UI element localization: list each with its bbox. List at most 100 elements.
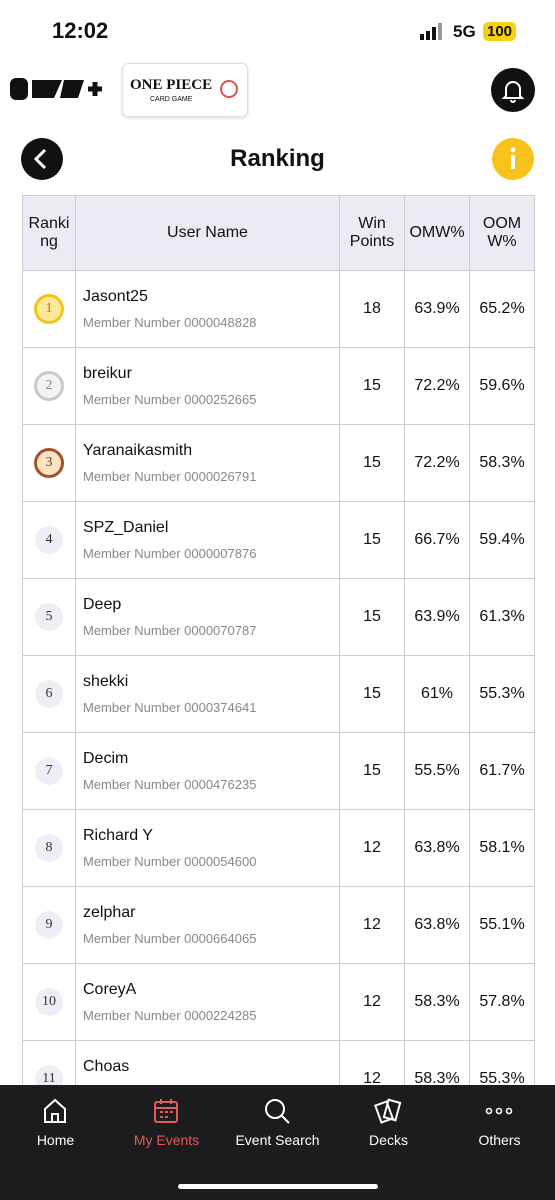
nav-icon[interactable] xyxy=(152,1097,180,1125)
oomw: 55.3% xyxy=(469,655,535,733)
bottom-nav: Home My Events Event Search Decks Others xyxy=(0,1085,555,1200)
ranking-row[interactable]: 7 Decim Member Number 0000476235 15 55.5% 61.… xyxy=(22,732,535,810)
nav-label[interactable]: Others xyxy=(478,1132,521,1148)
user-cell: SPZ_Daniel Member Number 0000007876 xyxy=(75,501,340,579)
rank-badge: 3 xyxy=(34,448,64,478)
member-number: Member Number 0000054600 xyxy=(83,854,257,869)
rank-badge: 5 xyxy=(35,603,63,631)
status-network: 5G xyxy=(453,22,476,41)
column-header: OOMW% xyxy=(469,195,535,271)
member-number: Member Number 0000374641 xyxy=(83,700,257,715)
rank-badge: 10 xyxy=(35,988,63,1016)
nav-icon[interactable] xyxy=(41,1097,69,1125)
omw: 63.9% xyxy=(404,578,470,656)
nav-label[interactable]: Event Search xyxy=(235,1132,320,1148)
user-name: zelphar xyxy=(83,904,136,921)
nav-label[interactable]: My Events xyxy=(133,1132,200,1148)
win-points: 15 xyxy=(339,732,405,810)
win-points: 18 xyxy=(339,270,405,348)
signal-icon xyxy=(420,23,442,40)
win-points: 15 xyxy=(339,347,405,425)
column-header: User Name xyxy=(75,195,340,271)
rank-cell: 10 xyxy=(22,963,76,1041)
oomw: 57.8% xyxy=(469,963,535,1041)
user-cell: Deep Member Number 0000070787 xyxy=(75,578,340,656)
oomw: 59.4% xyxy=(469,501,535,579)
rank-badge: 6 xyxy=(35,680,63,708)
rank-badge: 7 xyxy=(35,757,63,785)
ranking-row[interactable]: 8 Richard Y Member Number 0000054600 12 63.8… xyxy=(22,809,535,887)
omw: 72.2% xyxy=(404,424,470,502)
rank-cell: 9 xyxy=(22,886,76,964)
omw: 66.7% xyxy=(404,501,470,579)
user-name: Richard Y xyxy=(83,827,153,844)
omw: 61% xyxy=(404,655,470,733)
ranking-row[interactable]: 6 shekki Member Number 0000374641 15 61% 55.3… xyxy=(22,655,535,733)
column-header: OMW% xyxy=(404,195,470,271)
omw: 55.5% xyxy=(404,732,470,810)
nav-label[interactable]: Home xyxy=(36,1132,75,1148)
member-number: Member Number 0000224285 xyxy=(83,1008,257,1023)
win-points: 15 xyxy=(339,655,405,733)
status-time: 12:02 xyxy=(52,18,109,43)
ranking-table: Ranking User Name Win Points OMW% OOMW% 1 Jaso… xyxy=(22,195,535,1118)
page-title: Ranking xyxy=(230,145,325,172)
status-battery: 100 xyxy=(483,22,517,41)
home-indicator xyxy=(178,1184,378,1189)
ranking-row[interactable]: 2 breikur Member Number 0000252665 15 72.2% 5… xyxy=(22,347,535,425)
oomw: 61.7% xyxy=(469,732,535,810)
brand-box[interactable] xyxy=(122,63,248,117)
user-name: Yaranaikasmith xyxy=(83,442,193,459)
member-number: Member Number 0000007876 xyxy=(83,546,257,561)
nav-label[interactable]: Decks xyxy=(369,1132,408,1148)
oomw: 59.6% xyxy=(469,347,535,425)
win-points: 12 xyxy=(339,809,405,887)
omw: 63.8% xyxy=(404,886,470,964)
nav-icon[interactable] xyxy=(263,1097,291,1125)
ranking-row[interactable]: 9 zelphar Member Number 0000664065 12 63.8% 5… xyxy=(22,886,535,964)
user-name: Deep xyxy=(83,596,122,613)
user-name: Jasont25 xyxy=(83,288,148,305)
user-name: shekki xyxy=(83,673,129,690)
member-number: Member Number 0000664065 xyxy=(83,931,257,946)
member-number: Member Number 0000048828 xyxy=(83,315,257,330)
brand-name: ONE PIECE xyxy=(130,77,213,93)
user-cell: Richard Y Member Number 0000054600 xyxy=(75,809,340,887)
user-cell: CoreyA Member Number 0000224285 xyxy=(75,963,340,1041)
rank-cell: 6 xyxy=(22,655,76,733)
user-cell: Decim Member Number 0000476235 xyxy=(75,732,340,810)
rank-badge: 8 xyxy=(35,834,63,862)
ranking-row[interactable]: 5 Deep Member Number 0000070787 15 63.9% 61.3… xyxy=(22,578,535,656)
nav-icon[interactable] xyxy=(374,1097,402,1125)
ranking-row[interactable]: 3 Yaranaikasmith Member Number 0000026791 1… xyxy=(22,424,535,502)
rank-badge: 1 xyxy=(34,294,64,324)
user-name: CoreyA xyxy=(83,981,137,998)
oomw: 61.3% xyxy=(469,578,535,656)
user-cell: Yaranaikasmith Member Number 0000026791 xyxy=(75,424,340,502)
ranking-row[interactable]: 10 CoreyA Member Number 0000224285 12 58.3% 5… xyxy=(22,963,535,1041)
nav-icon[interactable] xyxy=(485,1097,513,1125)
member-number: Member Number 0000026791 xyxy=(83,469,257,484)
rank-cell: 4 xyxy=(22,501,76,579)
rank-badge: 2 xyxy=(34,371,64,401)
omw: 63.9% xyxy=(404,270,470,348)
app-logo xyxy=(10,78,102,100)
omw: 72.2% xyxy=(404,347,470,425)
rank-badge: 9 xyxy=(35,911,63,939)
user-cell: shekki Member Number 0000374641 xyxy=(75,655,340,733)
rank-cell: 2 xyxy=(22,347,76,425)
ranking-row[interactable]: 1 Jasont25 Member Number 0000048828 18 63.9%… xyxy=(22,270,535,348)
rank-badge: 4 xyxy=(35,526,63,554)
bell-button[interactable] xyxy=(491,68,535,112)
back-button[interactable] xyxy=(21,138,63,180)
info-button[interactable] xyxy=(492,138,534,180)
member-number: Member Number 0000252665 xyxy=(83,392,257,407)
user-name: Choas xyxy=(83,1058,130,1075)
brand-emblem xyxy=(220,80,238,98)
user-name: Decim xyxy=(83,750,129,767)
rank-cell: 1 xyxy=(22,270,76,348)
rank-cell: 5 xyxy=(22,578,76,656)
omw: 63.8% xyxy=(404,809,470,887)
user-name: SPZ_Daniel xyxy=(83,519,169,536)
ranking-row[interactable]: 4 SPZ_Daniel Member Number 0000007876 15 66.… xyxy=(22,501,535,579)
